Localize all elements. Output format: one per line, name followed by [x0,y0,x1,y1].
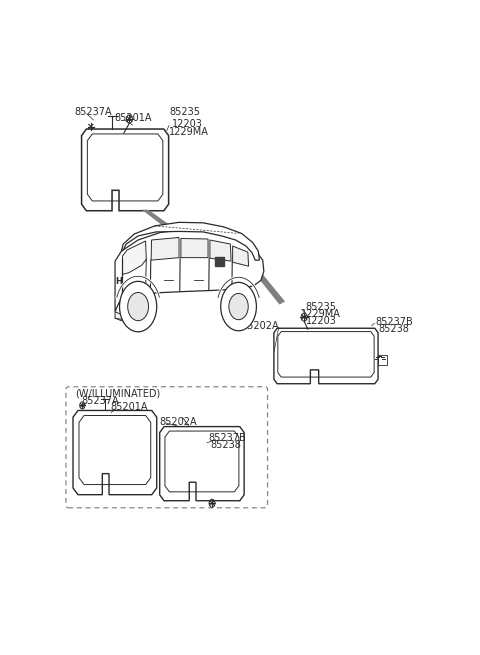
Text: 85237A: 85237A [82,396,119,406]
Polygon shape [142,210,222,266]
Text: 85202A: 85202A [160,417,197,426]
Polygon shape [115,230,264,312]
Text: 85202A: 85202A [241,321,279,331]
Text: 12203: 12203 [172,119,203,129]
FancyBboxPatch shape [66,386,267,508]
Text: 12203: 12203 [305,316,336,326]
Polygon shape [233,246,249,266]
Text: 85235: 85235 [170,107,201,117]
Polygon shape [121,222,259,260]
Polygon shape [115,312,134,322]
Circle shape [120,282,156,332]
Circle shape [229,293,248,320]
Bar [216,257,224,266]
Text: 85201A: 85201A [114,113,152,123]
Text: 85237A: 85237A [74,107,112,117]
Text: (W/ILLUMINATED): (W/ILLUMINATED) [75,388,160,398]
Circle shape [128,292,148,321]
Polygon shape [151,238,179,260]
Text: 85237B: 85237B [208,433,246,443]
Text: 1229MA: 1229MA [301,309,341,318]
Text: 85237B: 85237B [375,317,413,327]
Text: 85201A: 85201A [110,402,148,413]
Text: 85238: 85238 [210,440,241,450]
Polygon shape [181,238,208,257]
Circle shape [221,282,256,331]
Text: H: H [115,277,122,286]
Text: 1229MA: 1229MA [169,126,209,136]
Text: 85238: 85238 [378,324,409,334]
Polygon shape [246,261,285,305]
Polygon shape [210,240,231,261]
Polygon shape [122,241,146,274]
Bar [378,355,386,365]
Text: 85235: 85235 [305,301,336,312]
